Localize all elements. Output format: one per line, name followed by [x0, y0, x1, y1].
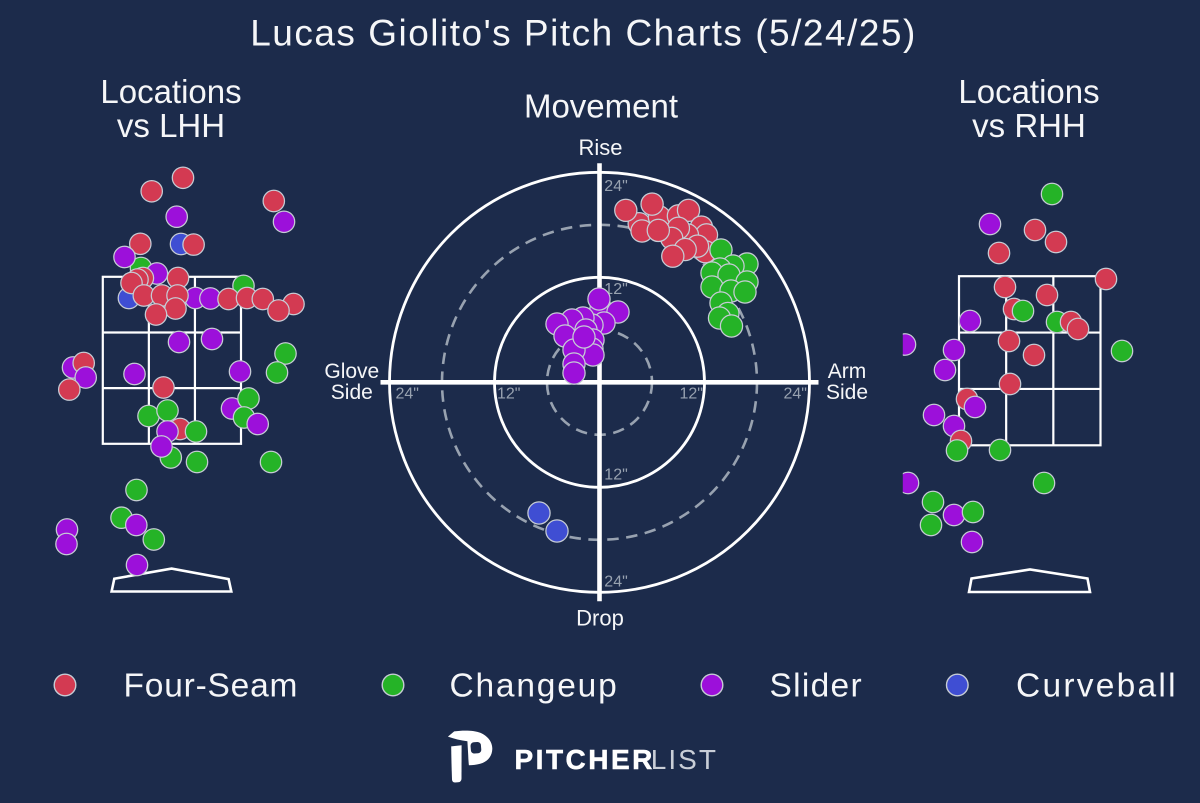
svg-text:24": 24" — [604, 574, 627, 591]
svg-text:Curveball: Curveball — [1016, 668, 1178, 705]
svg-text:PITCHER: PITCHER — [515, 744, 655, 775]
svg-text:Lucas Giolito's Pitch Charts (: Lucas Giolito's Pitch Charts (5/24/25) — [250, 13, 917, 54]
svg-text:24": 24" — [604, 178, 627, 195]
svg-text:12": 12" — [604, 281, 627, 298]
svg-text:12": 12" — [604, 467, 627, 484]
svg-text:Side: Side — [826, 381, 868, 404]
svg-text:vs LHH: vs LHH — [117, 107, 225, 144]
svg-text:12": 12" — [680, 386, 703, 403]
svg-text:Four-Seam: Four-Seam — [124, 668, 299, 705]
svg-text:Side: Side — [331, 381, 373, 404]
svg-text:Slider: Slider — [770, 668, 863, 705]
svg-text:24": 24" — [396, 386, 419, 403]
svg-text:Rise: Rise — [578, 135, 622, 160]
svg-text:12": 12" — [497, 386, 520, 403]
svg-text:Locations: Locations — [958, 73, 1099, 110]
svg-text:Movement: Movement — [524, 88, 678, 125]
svg-text:Changeup: Changeup — [450, 668, 619, 705]
svg-text:vs RHH: vs RHH — [972, 107, 1086, 144]
svg-text:Drop: Drop — [576, 606, 624, 631]
svg-text:Glove: Glove — [324, 360, 379, 383]
svg-text:Arm: Arm — [828, 360, 867, 383]
svg-text:Locations: Locations — [100, 73, 241, 110]
svg-text:24": 24" — [784, 386, 807, 403]
svg-text:LIST: LIST — [651, 744, 718, 775]
